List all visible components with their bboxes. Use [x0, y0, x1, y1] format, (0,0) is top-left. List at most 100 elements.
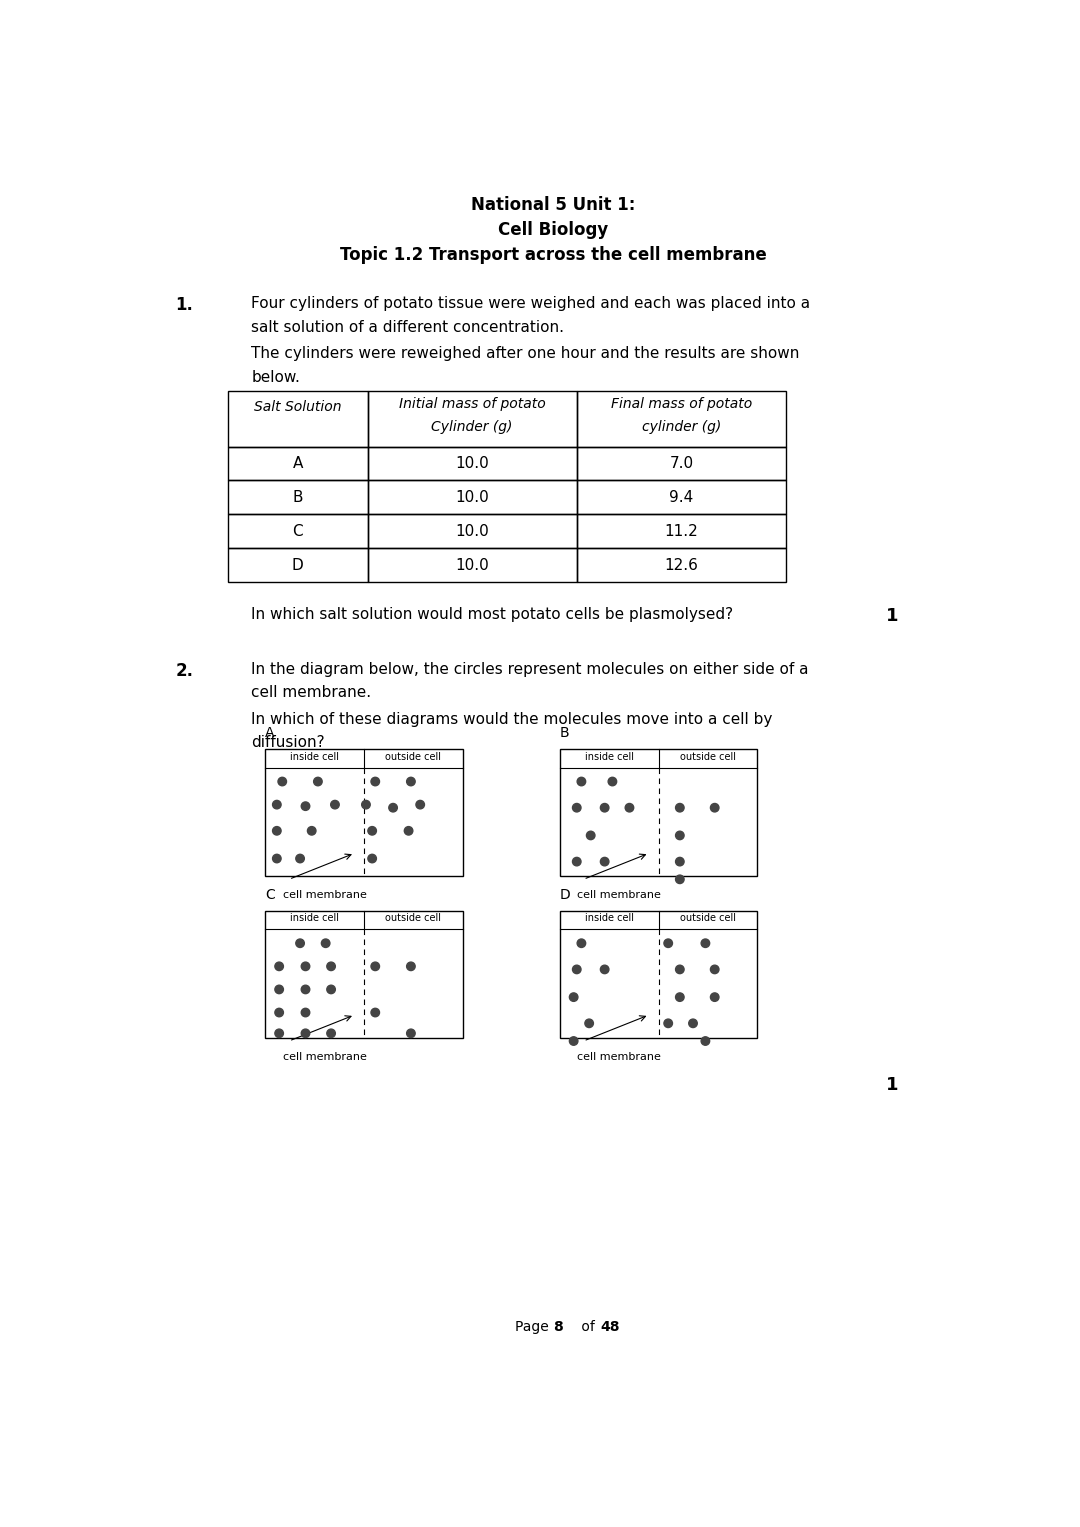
Bar	[367, 548, 577, 582]
Circle shape	[689, 1019, 698, 1028]
Text: 1: 1	[886, 1077, 899, 1095]
Text: B: B	[559, 725, 569, 741]
Circle shape	[278, 777, 286, 786]
Circle shape	[272, 854, 281, 863]
Text: Page: Page	[515, 1321, 554, 1335]
Circle shape	[372, 777, 379, 786]
Text: diffusion?: diffusion?	[252, 736, 325, 750]
Text: inside cell: inside cell	[291, 913, 339, 924]
Bar	[228, 391, 367, 446]
Bar	[577, 481, 786, 515]
Text: outside cell: outside cell	[386, 913, 442, 924]
Bar	[228, 515, 367, 548]
Text: 8: 8	[554, 1321, 564, 1335]
Circle shape	[572, 857, 581, 866]
Text: 1.: 1.	[175, 296, 193, 315]
Text: 12.6: 12.6	[664, 557, 699, 573]
Circle shape	[600, 857, 609, 866]
Circle shape	[404, 826, 413, 835]
Text: 7.0: 7.0	[670, 457, 693, 470]
Circle shape	[701, 939, 710, 947]
Text: Topic 1.2 Transport across the cell membrane: Topic 1.2 Transport across the cell memb…	[340, 246, 767, 264]
Bar	[228, 446, 367, 481]
Text: cell membrane: cell membrane	[577, 1052, 661, 1061]
Text: 1: 1	[886, 606, 899, 625]
Text: Final mass of potato: Final mass of potato	[611, 397, 752, 411]
Circle shape	[327, 985, 335, 994]
Circle shape	[301, 1008, 310, 1017]
Text: Cell Biology: Cell Biology	[498, 221, 609, 238]
Circle shape	[275, 1029, 283, 1037]
Text: 11.2: 11.2	[664, 524, 699, 539]
Circle shape	[313, 777, 322, 786]
Text: outside cell: outside cell	[680, 913, 735, 924]
Circle shape	[327, 1029, 335, 1037]
Circle shape	[676, 831, 684, 840]
Circle shape	[676, 993, 684, 1002]
Text: D: D	[559, 887, 570, 901]
Circle shape	[272, 800, 281, 809]
Circle shape	[301, 962, 310, 971]
Circle shape	[664, 939, 673, 947]
Circle shape	[362, 800, 370, 809]
Circle shape	[625, 803, 634, 812]
Circle shape	[585, 1019, 593, 1028]
Circle shape	[676, 857, 684, 866]
Bar	[577, 548, 786, 582]
Bar	[266, 912, 463, 1038]
Text: outside cell: outside cell	[386, 751, 442, 762]
Circle shape	[711, 993, 719, 1002]
Circle shape	[572, 965, 581, 974]
Circle shape	[572, 803, 581, 812]
Text: 9.4: 9.4	[670, 490, 693, 505]
Circle shape	[407, 962, 415, 971]
Text: A: A	[293, 457, 302, 470]
Text: 10.0: 10.0	[456, 524, 489, 539]
Circle shape	[600, 803, 609, 812]
Text: Salt Solution: Salt Solution	[254, 400, 341, 414]
Circle shape	[301, 802, 310, 811]
Circle shape	[600, 965, 609, 974]
Circle shape	[330, 800, 339, 809]
Text: cell membrane: cell membrane	[283, 890, 366, 899]
Bar	[367, 391, 577, 446]
Bar	[577, 446, 786, 481]
Text: Cylinder (g): Cylinder (g)	[431, 420, 513, 434]
Text: B: B	[293, 490, 303, 505]
Text: cell membrane.: cell membrane.	[252, 686, 372, 701]
Text: salt solution of a different concentration.: salt solution of a different concentrati…	[252, 319, 564, 334]
Circle shape	[676, 803, 684, 812]
Text: National 5 Unit 1:: National 5 Unit 1:	[471, 197, 636, 214]
Text: cylinder (g): cylinder (g)	[642, 420, 721, 434]
Text: Initial mass of potato: Initial mass of potato	[399, 397, 545, 411]
Bar	[367, 481, 577, 515]
Circle shape	[275, 985, 283, 994]
Circle shape	[372, 962, 379, 971]
Text: cell membrane: cell membrane	[577, 890, 661, 899]
Circle shape	[389, 803, 397, 812]
Circle shape	[301, 1029, 310, 1037]
Circle shape	[308, 826, 316, 835]
Bar	[228, 481, 367, 515]
Circle shape	[322, 939, 329, 947]
Circle shape	[272, 826, 281, 835]
Text: of: of	[577, 1321, 599, 1335]
Circle shape	[407, 1029, 415, 1037]
Bar	[367, 446, 577, 481]
Text: In which salt solution would most potato cells be plasmolysed?: In which salt solution would most potato…	[252, 606, 733, 621]
Text: 10.0: 10.0	[456, 457, 489, 470]
Text: Four cylinders of potato tissue were weighed and each was placed into a: Four cylinders of potato tissue were wei…	[252, 296, 810, 312]
Circle shape	[372, 1008, 379, 1017]
Text: below.: below.	[252, 370, 300, 385]
Bar	[559, 912, 757, 1038]
Text: In the diagram below, the circles represent molecules on either side of a: In the diagram below, the circles repres…	[252, 663, 809, 676]
Circle shape	[711, 965, 719, 974]
Circle shape	[275, 1008, 283, 1017]
Bar	[577, 515, 786, 548]
Circle shape	[676, 875, 684, 884]
Circle shape	[676, 965, 684, 974]
Circle shape	[569, 1037, 578, 1046]
Bar	[367, 515, 577, 548]
Circle shape	[586, 831, 595, 840]
Circle shape	[608, 777, 617, 786]
